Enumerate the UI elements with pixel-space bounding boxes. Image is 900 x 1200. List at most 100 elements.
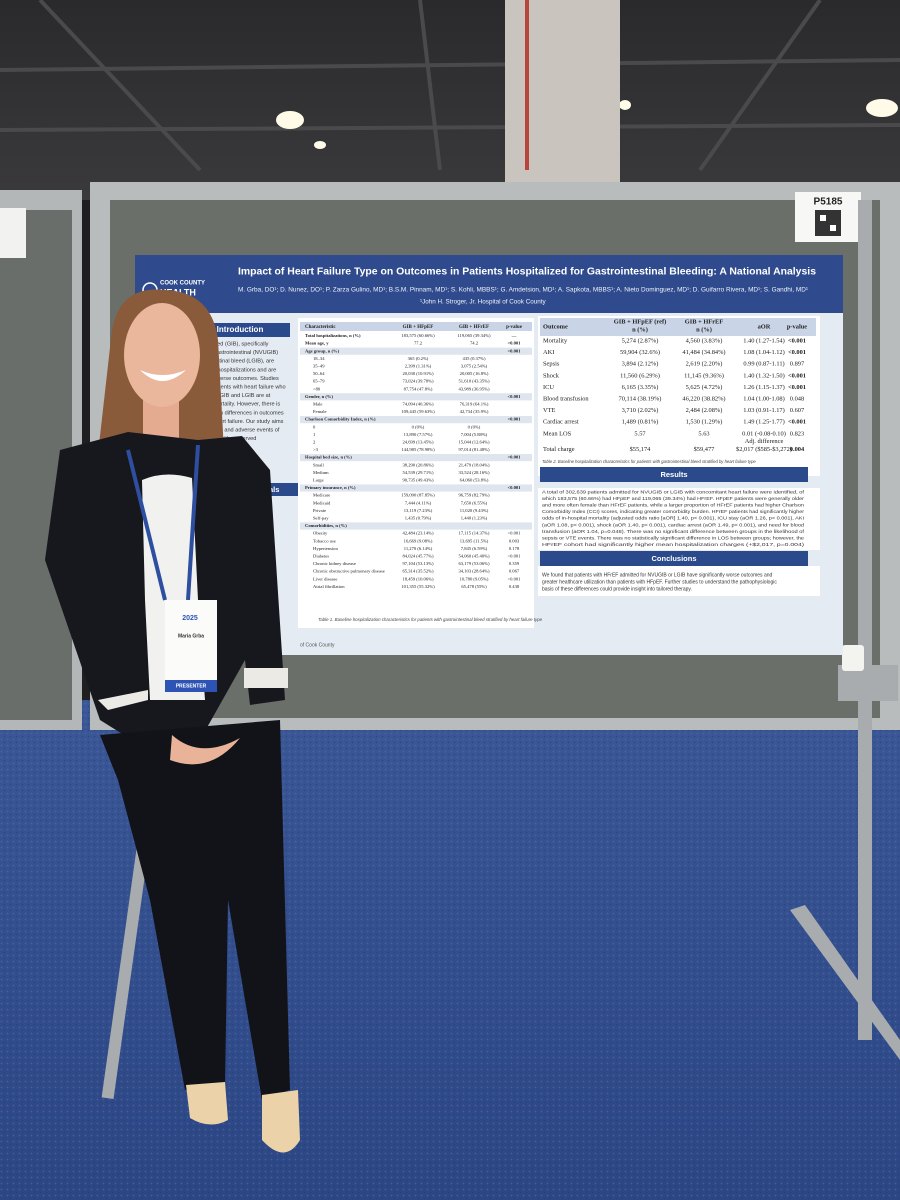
table-cell: 96,759 (82.79%) [458,493,489,499]
table-cell: 54,539 (29.71%) [402,470,433,476]
table-cell: 0.823 [790,430,804,437]
table-cell: 7,845 (6.59%) [461,546,488,552]
table-cell: 13,695 (11.5%) [460,538,489,544]
table-cell: 11,145 (9.36%) [684,372,724,379]
table-cell: Shock [543,372,560,379]
table-cell: 0.003 [509,538,520,543]
table-cell: Hospital bed size, n (%) [305,455,352,460]
introduction-line: ed for NVUGIB and LGIB are at [192,393,271,399]
table-caption: Table 1. Baseline hospitalization charac… [318,617,543,622]
table-cell: Total charge [543,446,575,453]
table-cell: 1.40 (1.32-1.50) [743,372,785,379]
table-cell: Medicare [313,493,330,498]
table-cell: 46,220 (38.82%) [682,395,725,402]
ceiling-trusses [0,0,900,172]
results-panel [538,488,820,550]
table-cell: Obesity [313,531,328,536]
table-cell: <0.001 [508,348,522,353]
table-cell: 0 (0%) [468,424,481,429]
table-cell: 11,020 (9.43%) [460,508,489,514]
table-cell: 13,119 (7.23%) [404,508,433,514]
table-section-bg [300,454,532,462]
table-cell: Large [313,477,324,482]
table-cell: 3,894 (2.12%) [622,361,659,368]
qr-code [820,215,826,221]
table-cell: 15,044 (12.64%) [458,439,489,445]
table-cell: 63,179 (53.06%) [458,561,489,567]
table-cell: 0.067 [509,569,520,574]
smile [140,370,186,381]
table-cell: 34,103 (28.64%) [458,569,489,575]
table-cell: Blood transfusion [543,395,589,402]
table-cell: 33,524 (28.16%) [458,470,489,476]
table-header: n (%) [632,326,648,333]
poster-affiliation: ¹John H. Stroger, Jr. Hospital of Cook C… [420,299,546,306]
results-line: HFrEF cohort had significantly higher me… [542,542,805,548]
badge-text: PRESENTER [176,683,207,689]
table-cell: 4,560 (3.83%) [686,337,723,344]
table-header: GIB + HFpEF [403,325,434,330]
results-line: A total of 302,639 patients admitted for… [542,489,805,495]
table-cell: 2,484 (2.08%) [686,407,723,414]
table-cell: 7,444 (4.11%) [405,500,432,506]
pillar [505,0,620,190]
table-cell: 2 [313,439,316,444]
table-cell: 74.2 [470,341,479,346]
table-cell: Total hospitalizations, n (%) [305,333,361,338]
table-cell: Medicaid [313,500,331,505]
person [45,289,300,1153]
table-cell: 17,115 (14.37%) [459,531,490,537]
table-section-bg [300,393,532,401]
table-cell: 18–34 [313,356,325,361]
table-cell: 0.048 [790,395,804,402]
table-cell: 16,669 (9.08%) [404,538,433,544]
table-cell: Chronic obstructive pulmonary disease [313,569,385,574]
conclusions-line: greater healthcare utilization than pati… [542,579,777,585]
logo-line: COOK COUNTY [160,281,205,287]
table-header: n (%) [696,326,712,333]
table-section-bg [300,484,532,492]
results-line: sepsis or VTE events. There was no stati… [542,535,804,541]
poster-header [135,255,843,313]
table-cell: 73,024 (39.78%) [402,379,433,385]
table-header: Outcome [543,323,568,330]
lanyard [126,444,200,601]
hands [170,735,240,765]
table-cell: 1,435 (0.79%) [405,515,432,521]
results-line: (aOR 1.08, p< 0.001), shock (aOR 1.40, p… [542,522,804,528]
table-cell: $55,174 [630,446,652,453]
table-cell: 1.08 (1.04-1.12) [743,349,785,356]
table-cell: 11,270 (6.14%) [404,546,433,552]
table-cell: 1.49 (1.25-1.77) [743,419,785,426]
table-cell: Tobacco use [313,538,336,543]
table-cell: 144,985 (78.98%) [401,447,435,453]
table-cell: ICU [543,384,554,391]
table-cell: 435 (0.37%) [463,356,486,361]
table-cell: 365 (0.2%) [408,356,429,361]
table-cell: Mean LOS [543,430,572,437]
introduction-line: re outcomes and adverse events of [192,427,280,433]
table-cell: 24,699 (13.45%) [402,439,433,445]
table-cell: Small [313,462,324,467]
table-cell: Cardiac arrest [543,419,579,426]
table-cell: 1 [313,432,316,437]
table-cell: Gender, n (%) [305,394,334,399]
table-section-bg [300,416,532,424]
table-cell: 35–49 [313,363,325,368]
face [124,303,200,407]
table-cell: 7,650 (6.55%) [461,500,488,506]
table-header: p-value [506,325,523,330]
table-cell: >3 [313,447,319,452]
badge-text: Maria Grba [178,633,204,639]
table-cell: Female [313,409,327,414]
table-cell: 5.57 [634,430,646,437]
table-cell: Hypertension [313,546,338,551]
table-cell: AKI [543,349,554,356]
table-cell: Mortality [543,337,568,344]
table-caption: Table 2. Baseline hospitalization charac… [542,459,756,464]
table-cell: 2,399 (1.31%) [405,363,432,369]
section-heading: Conclusions [651,554,696,563]
conclusions-line: basis of these differences could provide… [542,586,692,592]
right-shoe [262,1090,300,1153]
